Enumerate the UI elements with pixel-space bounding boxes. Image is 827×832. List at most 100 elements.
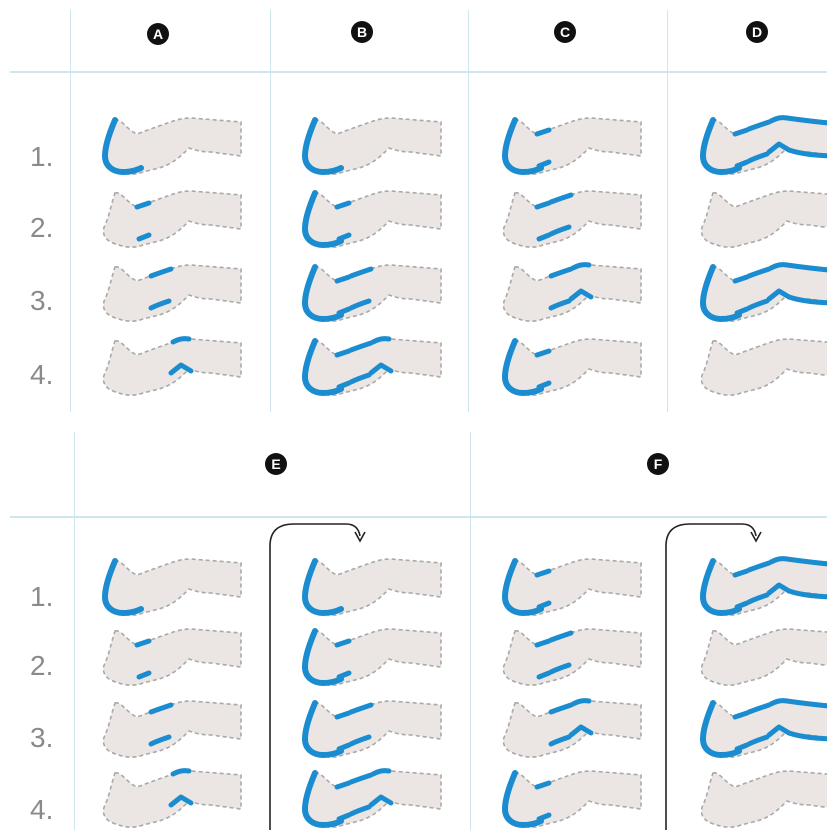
column-label-c: C: [554, 21, 576, 43]
column-label-b: B: [351, 21, 373, 43]
compression-calf: [148, 266, 174, 311]
leg-diagram-e-2-2: [302, 628, 442, 686]
column-label-d: D: [746, 21, 768, 43]
column-divider: [468, 10, 469, 412]
row-label-1: 1.: [30, 141, 54, 172]
column-divider: [270, 10, 271, 412]
leg-outline: [302, 700, 442, 758]
compression-knee: [368, 768, 394, 808]
group-divider: [470, 432, 471, 830]
compression-foot: [700, 264, 742, 322]
compression-foot: [302, 558, 344, 616]
compression-ankle: [334, 274, 352, 316]
leg-diagram-e-1-3: [102, 700, 242, 758]
compression-ankle: [732, 274, 750, 316]
leg-diagram-c-1: [502, 117, 642, 175]
leg-outline: [302, 117, 442, 175]
leg-outline: [302, 770, 442, 828]
compression-ankle: [334, 780, 352, 822]
leg-outline: [700, 264, 827, 322]
compression-ankle: [134, 200, 152, 242]
leg-diagram-e-2-4: [302, 768, 442, 828]
leg-outline: [302, 338, 442, 396]
leg-diagram-f-2-2: [700, 628, 827, 686]
compression-foot: [502, 558, 544, 616]
column-label-a: A: [147, 23, 169, 45]
compression-ankle: [534, 127, 552, 169]
compression-foot: [502, 770, 544, 828]
compression-ankle: [134, 638, 152, 680]
leg-diagram-c-2: [502, 190, 642, 248]
leg-diagram-e-2-3: [302, 700, 442, 758]
compression-ankle: [732, 710, 750, 752]
compression-foot: [502, 117, 544, 175]
leg-outline: [700, 117, 827, 175]
sequence-arrow-icon: [269, 523, 366, 830]
leg-outline: [700, 338, 827, 396]
compression-calf: [348, 266, 374, 311]
leg-outline: [102, 628, 242, 686]
compression-ankle: [732, 127, 750, 169]
leg-outline: [502, 770, 642, 828]
row-label-2: 2.: [30, 650, 54, 681]
top-panel: A B C D 1. 2. 3. 4.: [0, 0, 827, 412]
leg-diagram-a-4: [102, 336, 242, 396]
compression-knee: [368, 336, 394, 376]
row-label-3: 3.: [30, 722, 54, 753]
compression-foot: [700, 700, 742, 758]
compression-ankle: [334, 200, 352, 242]
leg-diagram-a-2: [102, 190, 242, 248]
leg-outline: [102, 338, 242, 396]
compression-ankle: [334, 638, 352, 680]
leg-outline: [102, 558, 242, 616]
leg-diagram-f-2-4: [700, 770, 827, 828]
leg-outline: [502, 117, 642, 175]
compression-calf: [548, 702, 574, 747]
compression-ankle: [534, 638, 552, 680]
compression-foot: [302, 117, 344, 175]
leg-outline: [502, 700, 642, 758]
compression-foot: [302, 700, 344, 758]
leg-outline: [700, 558, 827, 616]
compression-foot: [502, 338, 544, 396]
leg-diagram-b-1: [302, 117, 442, 175]
compression-foot: [302, 628, 344, 686]
compression-thigh: [784, 556, 827, 600]
leg-diagram-c-3: [502, 262, 642, 322]
compression-thigh: [784, 115, 827, 159]
leg-diagram-b-2: [302, 190, 442, 248]
compression-foot: [302, 338, 344, 396]
compression-calf: [746, 560, 772, 605]
header-divider: [10, 71, 827, 73]
leg-outline: [102, 117, 242, 175]
leg-outline: [302, 190, 442, 248]
compression-calf: [148, 702, 174, 747]
compression-foot: [302, 190, 344, 248]
leg-outline: [700, 770, 827, 828]
leg-outline: [302, 558, 442, 616]
column-divider: [667, 10, 668, 412]
group-label-e: E: [265, 453, 287, 475]
row-label-3: 3.: [30, 285, 54, 316]
compression-foot: [102, 117, 144, 175]
compression-thigh: [784, 698, 827, 742]
compression-calf: [548, 192, 574, 237]
compression-foot: [700, 117, 742, 175]
leg-outline: [302, 628, 442, 686]
compression-ankle: [534, 568, 552, 610]
leg-diagram-f-2-3: [700, 698, 827, 758]
compression-foot: [302, 264, 344, 322]
compression-calf: [746, 119, 772, 164]
compression-calf: [548, 630, 574, 675]
leg-outline: [700, 700, 827, 758]
compression-foot: [302, 770, 344, 828]
compression-ankle: [534, 780, 552, 822]
leg-diagram-f-1-1: [502, 558, 642, 616]
leg-outline: [700, 190, 827, 248]
leg-outline: [102, 264, 242, 322]
leg-diagram-f-2-1: [700, 556, 827, 616]
row-label-4: 4.: [30, 794, 54, 825]
compression-knee: [168, 768, 194, 808]
compression-calf: [348, 702, 374, 747]
leg-diagram-e-2-1: [302, 558, 442, 616]
